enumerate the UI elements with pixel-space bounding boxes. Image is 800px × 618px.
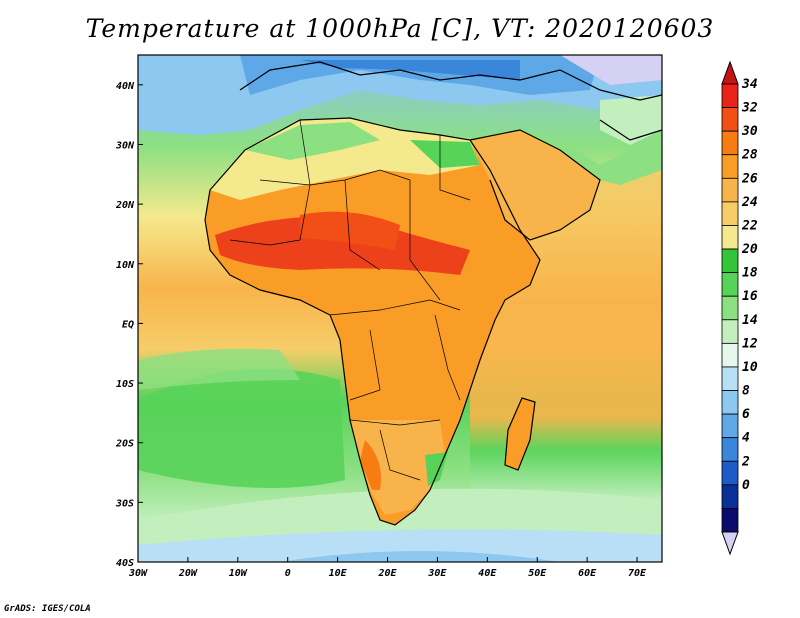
colorbar-swatch — [721, 201, 739, 226]
x-tick-label: 10W — [229, 568, 248, 579]
colorbar-label: 12 — [742, 336, 758, 351]
colorbar-below-triangle — [721, 531, 739, 556]
y-tick-label: EQ — [122, 319, 134, 330]
y-tick-label: 40N — [116, 81, 135, 92]
colorbar-swatch — [721, 130, 739, 156]
y-tick-label: 10N — [116, 260, 135, 271]
colorbar-label: 20 — [741, 242, 758, 257]
credit-text: GrADS: IGES/COLA — [4, 604, 91, 614]
colorbar-swatch — [721, 460, 739, 486]
colorbar-label: 24 — [741, 195, 758, 210]
colorbar-label: 26 — [741, 171, 758, 186]
colorbar-swatch — [721, 319, 739, 344]
x-axis: 30W 20W 10W 0 10E 20E 30E 40E 50E 60E 70E — [128, 557, 647, 579]
colorbar-swatch — [721, 225, 739, 250]
y-tick-label: 10S — [116, 379, 134, 390]
colorbar-label: 4 — [742, 431, 750, 446]
colorbar-swatch — [721, 437, 739, 462]
colorbar-label: 16 — [742, 289, 758, 304]
colorbar-swatch — [721, 484, 739, 509]
colorbar-label: 22 — [741, 218, 758, 233]
colorbar-label: 10 — [742, 360, 758, 375]
y-tick-label: 20N — [115, 200, 135, 211]
colorbar-swatch — [721, 107, 739, 132]
colorbar-above-triangle — [721, 60, 739, 85]
colorbar-label: 34 — [741, 77, 758, 92]
colorbar-swatch — [721, 248, 739, 274]
colorbar-swatch — [721, 83, 739, 108]
colorbar-swatch — [721, 366, 739, 391]
x-tick-label: 70E — [628, 568, 647, 579]
x-tick-label: 40E — [478, 568, 497, 579]
x-tick-label: 30E — [427, 568, 447, 579]
colorbar-label: 8 — [742, 384, 750, 399]
y-tick-label: 20S — [115, 439, 134, 450]
x-tick-label: 30W — [128, 568, 148, 579]
colorbar-label: 28 — [741, 148, 758, 163]
x-tick-label: 50E — [528, 568, 547, 579]
y-tick-label: 30S — [115, 498, 134, 509]
colorbar-swatch — [721, 177, 739, 203]
map-title: Temperature at 1000hPa [C], VT: 20201206… — [85, 14, 715, 43]
x-tick-label: 10E — [329, 568, 348, 579]
colorbar-swatch — [721, 154, 739, 179]
x-tick-label: 60E — [578, 568, 597, 579]
colorbar-label: 6 — [742, 407, 750, 422]
colorbar-label: 14 — [742, 313, 758, 328]
colorbar-swatch — [721, 390, 739, 415]
colorbar-swatch — [721, 413, 739, 439]
colorbar-swatch — [721, 272, 739, 297]
x-tick-label: 0 — [285, 568, 291, 579]
y-tick-label: 30N — [115, 140, 135, 151]
colorbar-swatch — [721, 295, 739, 321]
x-tick-label: 20E — [377, 568, 397, 579]
colorbar-label: 0 — [742, 478, 750, 493]
colorbar-label: 2 — [741, 454, 750, 469]
y-tick-label: 40S — [116, 558, 134, 569]
colorbar-swatch — [721, 508, 739, 533]
colorbar-swatch — [721, 342, 739, 368]
y-axis: 40N 30N 20N 10N EQ 10S 20S 30S 40S — [115, 81, 143, 569]
colorbar-label: 18 — [742, 266, 758, 281]
temperature-field — [138, 55, 662, 562]
colorbar-label: 30 — [741, 124, 758, 139]
x-tick-label: 20W — [178, 568, 198, 579]
country-borders — [229, 119, 471, 481]
colorbar-label: 32 — [741, 101, 758, 116]
coastlines — [204, 61, 663, 526]
plot-frame — [137, 54, 663, 563]
madagascar — [505, 398, 535, 470]
